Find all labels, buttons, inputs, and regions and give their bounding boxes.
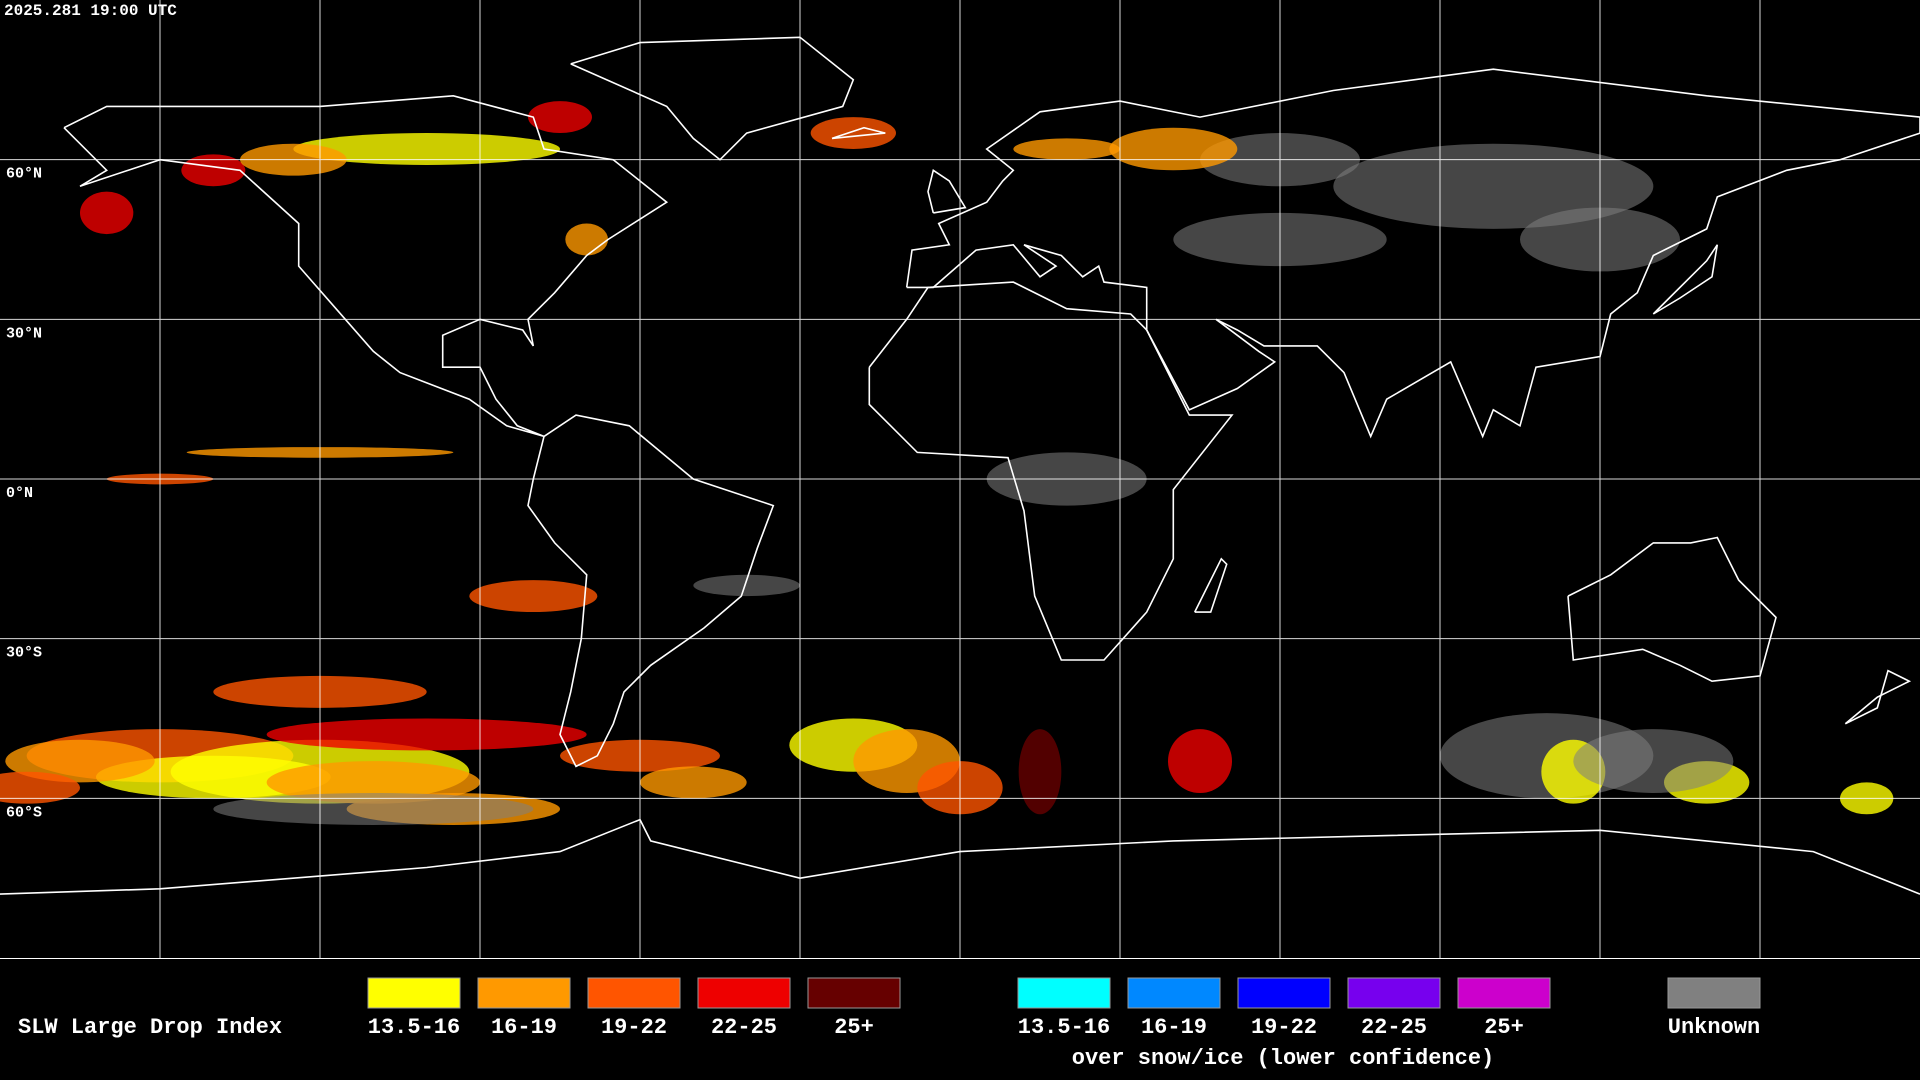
cloud-patch <box>640 766 747 799</box>
cloud-patch <box>266 718 587 751</box>
cloud-patch <box>565 223 609 256</box>
legend-label: 25+ <box>1484 1015 1524 1040</box>
legend-swatch <box>1667 977 1761 1009</box>
cloud-patch <box>693 574 801 597</box>
coastline <box>905 68 1920 439</box>
coastline <box>1844 669 1912 725</box>
cloud-patch <box>213 793 534 825</box>
legend-swatch <box>1017 977 1111 1009</box>
latitude-label: 60°N <box>6 166 42 183</box>
legend-label: 13.5-16 <box>368 1015 460 1040</box>
cloud-patch <box>810 117 896 150</box>
latitude-label: 30°S <box>6 645 42 662</box>
legend-swatch <box>1347 977 1441 1009</box>
legend-label: 16-19 <box>491 1015 557 1040</box>
coastline <box>527 414 775 768</box>
legend-swatch <box>1237 977 1331 1009</box>
coastline <box>868 281 1234 661</box>
legend-caption: over snow/ice (lower confidence) <box>1072 1046 1494 1071</box>
cloud-patch <box>5 739 155 783</box>
cloud-patch <box>80 191 134 235</box>
legend-label: 19-22 <box>601 1015 667 1040</box>
legend-label: 19-22 <box>1251 1015 1317 1040</box>
coastline <box>63 94 669 438</box>
legend-swatch <box>587 977 681 1009</box>
legend-label: 22-25 <box>711 1015 777 1040</box>
legend-swatch <box>477 977 571 1009</box>
cloud-patch <box>1168 729 1232 794</box>
cloud-patch <box>1013 138 1120 160</box>
latitude-label: 60°S <box>6 804 42 821</box>
legend-swatch <box>1127 977 1221 1009</box>
cloud-patch <box>293 133 560 165</box>
cloud-patch <box>528 101 592 134</box>
graticule <box>0 0 1920 958</box>
legend-title: SLW Large Drop Index <box>18 1015 282 1040</box>
legend-label: 25+ <box>834 1015 874 1040</box>
map-border <box>0 958 1920 959</box>
coastline <box>1193 557 1228 613</box>
coastline <box>1567 536 1777 683</box>
cloud-layer <box>0 101 1894 825</box>
latitude-label: 30°N <box>6 325 42 342</box>
cloud-patch <box>1333 143 1654 229</box>
legend-label: 16-19 <box>1141 1015 1207 1040</box>
legend-swatch <box>1457 977 1551 1009</box>
timestamp: 2025.281 19:00 UTC <box>4 2 177 20</box>
legend: SLW Large Drop Index 13.5-16 16-19 19-22 22-… <box>18 977 1761 1071</box>
latitude-labels: 60°N 30°N 0°N 30°S 60°S <box>6 166 42 822</box>
cloud-patch <box>0 771 80 804</box>
coastline <box>570 36 855 161</box>
coastline <box>831 126 886 140</box>
coastline <box>1652 244 1719 315</box>
cloud-patch <box>1573 729 1734 794</box>
legend-swatch <box>807 977 901 1009</box>
legend-label: 22-25 <box>1361 1015 1427 1040</box>
legend-swatch <box>697 977 791 1009</box>
legend-label: Unknown <box>1668 1015 1760 1040</box>
legend-swatch <box>367 977 461 1009</box>
cloud-patch <box>1018 729 1062 815</box>
cloud-patch <box>181 154 246 187</box>
cloud-patch <box>1109 127 1238 171</box>
latitude-label: 0°N <box>6 485 33 502</box>
cloud-patch <box>469 580 598 613</box>
legend-label: 13.5-16 <box>1018 1015 1110 1040</box>
